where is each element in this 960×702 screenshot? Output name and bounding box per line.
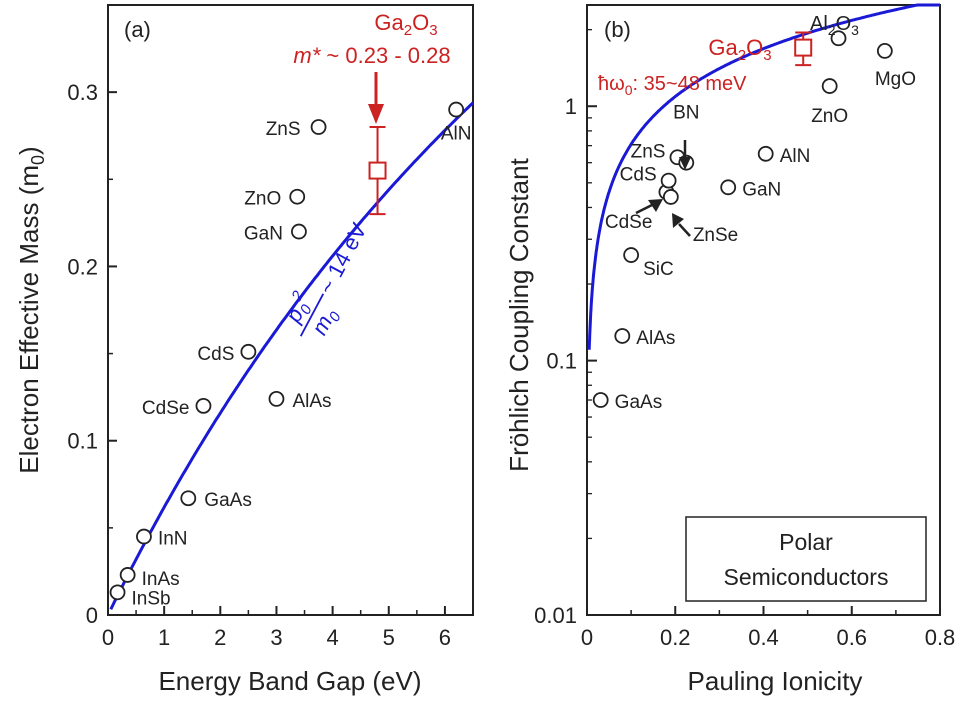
panel-b-label: (b): [604, 17, 631, 42]
label-zno: ZnO: [811, 106, 848, 127]
point-cds: [240, 343, 257, 360]
point-inn: [136, 528, 152, 545]
panel-b-y-tick-label: 1: [565, 94, 577, 119]
label-zno: ZnO: [244, 189, 281, 210]
panel-a-x-tick-label: 4: [326, 625, 338, 650]
point-zno: [821, 78, 838, 94]
panel-b-cdse-arrow: [635, 199, 663, 215]
panel-a-y-axis-title: Electron Effective Mass (m0): [14, 146, 48, 473]
point-aln: [757, 145, 774, 162]
label-sic: SiC: [643, 259, 674, 280]
panel-b-x-tick-label: 0.8: [925, 625, 956, 650]
panel-b-y-ticks: 0.01 0.1 1: [534, 29, 597, 628]
label-znse: ZnSe: [693, 225, 738, 246]
point-al2o3: [830, 30, 847, 47]
point-gan: [720, 179, 737, 196]
point-zno: [289, 188, 306, 205]
label-cdse: CdSe: [142, 398, 190, 419]
panel-a-points: [109, 101, 465, 601]
panel-a-x-tick-label: 5: [383, 625, 395, 650]
panel-b-y-tick-label: 0.01: [534, 603, 577, 628]
point-zns: [310, 119, 327, 135]
label-gaas: GaAs: [204, 490, 252, 511]
ga2o3-square-marker: [794, 38, 813, 57]
label-alas: AlAs: [636, 328, 675, 349]
panel-b-x-ticks: 0 0.2 0.4 0.6 0.8: [581, 606, 955, 650]
point-gaas: [592, 392, 609, 408]
point-alas: [268, 390, 285, 407]
point-aln: [448, 101, 465, 118]
label-cdse: CdSe: [605, 212, 653, 233]
point-znse: [662, 189, 679, 205]
point-sic: [623, 247, 640, 263]
panel-b-legend-box: [685, 516, 927, 602]
panel-a-x-tick-label: 6: [439, 625, 451, 650]
point-mgo: [876, 43, 893, 59]
panel-a-x-ticks: 0 1 2 3 4 5 6: [102, 606, 451, 650]
panel-b-legend-line2: Semiconductors: [724, 564, 889, 590]
panel-a-x-axis-title: Energy Band Gap (eV): [158, 666, 421, 696]
panel-b-znse-arrow: [672, 213, 691, 237]
panel-b-al2o3-label: Al2O3: [810, 13, 859, 38]
point-insb: [109, 584, 126, 601]
panel-b-x-tick-label: 0.6: [836, 625, 867, 650]
point-gaas: [180, 490, 197, 507]
panel-b: 0 0.2 0.4 0.6 0.8 0.01 0.1 1 GaAs AlAs SiC CdSe Zn…: [504, 3, 955, 696]
panel-b-x-tick-label: 0.4: [748, 625, 779, 650]
panel-b-x-axis-title: Pauling Ionicity: [688, 666, 863, 696]
label-cds: CdS: [620, 165, 657, 186]
label-bn: BN: [673, 103, 699, 124]
panel-b-x-tick-label: 0: [581, 625, 593, 650]
label-zns: ZnS: [266, 119, 301, 140]
panel-b-phonon-energy: ħω0: 35~48 meV: [598, 73, 747, 98]
panel-a-x-tick-label: 2: [214, 625, 226, 650]
label-gan: GaN: [244, 224, 283, 245]
label-alas: AlAs: [292, 391, 331, 412]
label-aln: AlN: [780, 146, 811, 167]
panel-a-arrow: [368, 72, 384, 124]
panel-a-y-tick-label: 0.3: [67, 80, 98, 105]
label-cds: CdS: [197, 344, 234, 365]
panel-a-ga2o3-title: Ga2O3: [374, 10, 437, 39]
panel-a-label: (a): [124, 17, 151, 42]
panel-a-x-tick-label: 1: [158, 625, 170, 650]
label-gan: GaN: [742, 179, 781, 200]
point-gan: [291, 223, 307, 240]
panel-b-bn-arrow: [679, 140, 691, 170]
ga2o3-square-marker: [368, 161, 387, 180]
panel-a-y-tick-label: 0.2: [67, 254, 98, 279]
label-mgo: MgO: [875, 69, 916, 90]
point-cds: [660, 172, 677, 189]
label-gaas: GaAs: [615, 392, 663, 413]
panel-b-y-axis-title: Fröhlich Coupling Constant: [504, 157, 534, 471]
panel-a-y-tick-label: 0.1: [67, 429, 98, 454]
panel-b-legend-line1: Polar: [779, 529, 833, 555]
svg-text:~ 14 eV: ~ 14 eV: [314, 219, 372, 299]
panel-a-frame: [107, 4, 474, 616]
panel-b-ga2o3-marker: [794, 31, 813, 67]
point-inas: [119, 567, 136, 583]
panel-b-y-tick-label: 0.1: [546, 349, 577, 374]
label-zns: ZnS: [631, 141, 666, 162]
label-aln: AlN: [441, 124, 472, 145]
point-alas: [614, 328, 631, 344]
panel-a-x-tick-label: 0: [102, 625, 114, 650]
panel-b-x-tick-label: 0.2: [660, 625, 691, 650]
panel-a-mstar-annotation: m* ~ 0.23 - 0.28: [293, 43, 450, 68]
panel-a-fit-curve: [109, 101, 475, 610]
point-cdse: [195, 397, 212, 414]
panel-a-x-tick-label: 3: [270, 625, 282, 650]
label-insb: InSb: [132, 588, 171, 609]
label-inn: InN: [158, 529, 188, 550]
panel-a-ga2o3-marker: [368, 126, 387, 216]
panel-a-y-ticks: 0 0.1 0.2 0.3: [67, 80, 117, 628]
label-inas: InAs: [142, 569, 180, 590]
panel-b-ga2o3-title: Ga2O3: [708, 35, 771, 64]
panel-a-y-tick-label: 0: [86, 603, 98, 628]
panel-b-fit-curve: [587, 3, 940, 350]
